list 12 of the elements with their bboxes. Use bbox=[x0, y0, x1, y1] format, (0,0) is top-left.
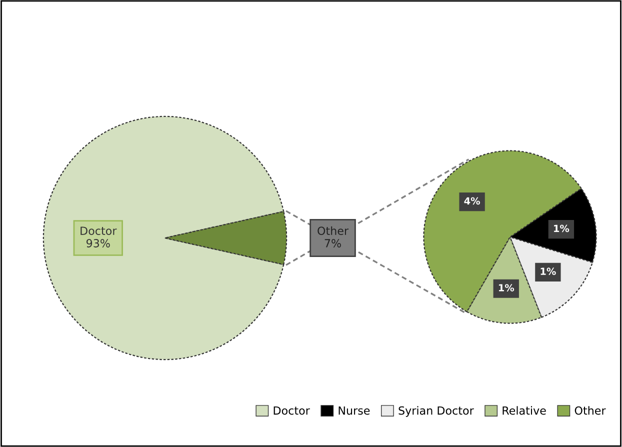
data-label: Other 7% bbox=[318, 226, 349, 248]
data-label: 1% bbox=[498, 284, 514, 292]
data-label: 1% bbox=[554, 224, 570, 232]
data-label: Doctor 93% bbox=[80, 226, 117, 248]
data-label: 1% bbox=[540, 268, 556, 276]
pie-slice bbox=[42, 116, 284, 360]
legend-label: Other bbox=[574, 406, 606, 415]
legend-label: Syrian Doctor bbox=[398, 406, 474, 417]
data-label: 4% bbox=[464, 197, 480, 205]
legend-label: Nurse bbox=[338, 406, 370, 415]
legend-label: Doctor bbox=[274, 406, 310, 415]
legend-label: Relative bbox=[502, 406, 546, 415]
